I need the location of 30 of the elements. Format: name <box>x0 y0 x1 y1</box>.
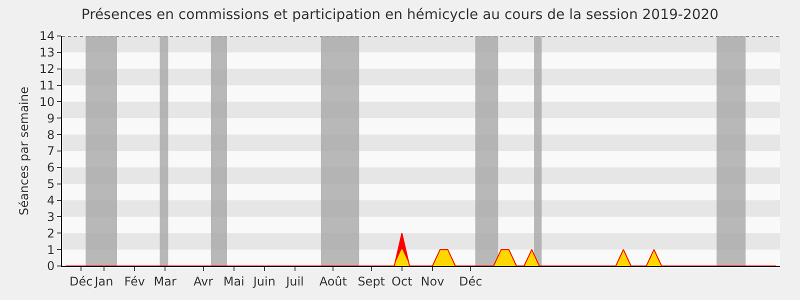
y-tick-label: 1 <box>46 242 55 257</box>
x-tick-label: Nov <box>420 274 444 288</box>
chart-title: Présences en commissions et participation en hémicycle au cours de la session 2019-2020 <box>81 6 719 23</box>
y-tick-label: 4 <box>46 193 55 208</box>
x-tick-label: Mar <box>154 274 177 288</box>
x-tick-label: Déc <box>69 274 93 288</box>
x-tick-label: Août <box>319 274 348 288</box>
x-tick-label: Fév <box>124 274 145 288</box>
y-tick-label: 3 <box>46 210 55 224</box>
y-tick-label: 9 <box>46 111 55 126</box>
y-tick-label: 10 <box>39 94 55 109</box>
y-tick-label: 11 <box>39 78 55 92</box>
x-tick-label: Juil <box>285 274 304 288</box>
y-tick-label: 7 <box>46 144 55 158</box>
y-tick-label: 6 <box>46 160 55 175</box>
x-tick-label: Sept <box>358 274 386 288</box>
y-tick-label: 0 <box>46 259 55 274</box>
x-tick-label: Oct <box>392 274 413 288</box>
y-tick-label: 14 <box>39 29 55 44</box>
x-tick-label: Déc <box>459 274 482 288</box>
x-tick-label: Avr <box>194 274 214 288</box>
y-tick-label: 13 <box>39 46 55 60</box>
y-tick-label: 2 <box>46 226 55 240</box>
y-tick-label: 12 <box>39 62 55 76</box>
y-tick-label: 8 <box>46 128 55 142</box>
x-tick-label: Mai <box>223 274 244 288</box>
x-tick-label: Jan <box>94 274 114 288</box>
x-tick-label: Juin <box>252 274 276 288</box>
y-tick-label: 5 <box>46 177 55 192</box>
y-axis-title: Séances par semaine <box>17 86 31 216</box>
